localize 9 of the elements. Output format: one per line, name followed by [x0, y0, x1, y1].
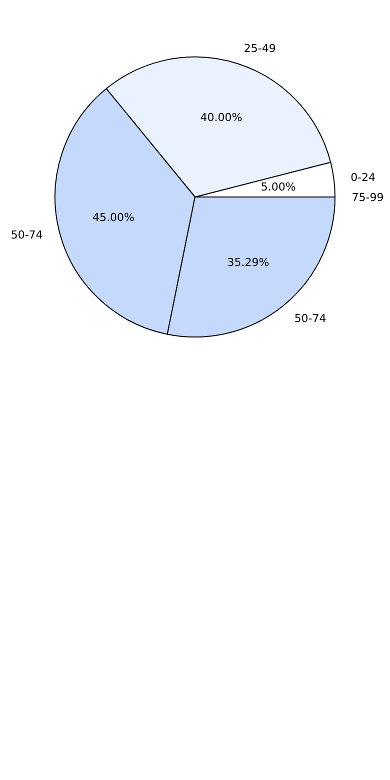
slice-label: 50-74 [294, 312, 326, 326]
slice-label: 50-74 [10, 228, 43, 242]
data-label: 40.00% [200, 111, 242, 124]
slice-label: 25-49 [244, 42, 276, 55]
category-label: 75-99 [352, 190, 384, 204]
data-label: 35.29% [227, 256, 270, 269]
slice-label: 0-24 [350, 171, 376, 184]
data-label: 5.00% [260, 180, 296, 194]
data-label: 45.00% [92, 211, 134, 224]
